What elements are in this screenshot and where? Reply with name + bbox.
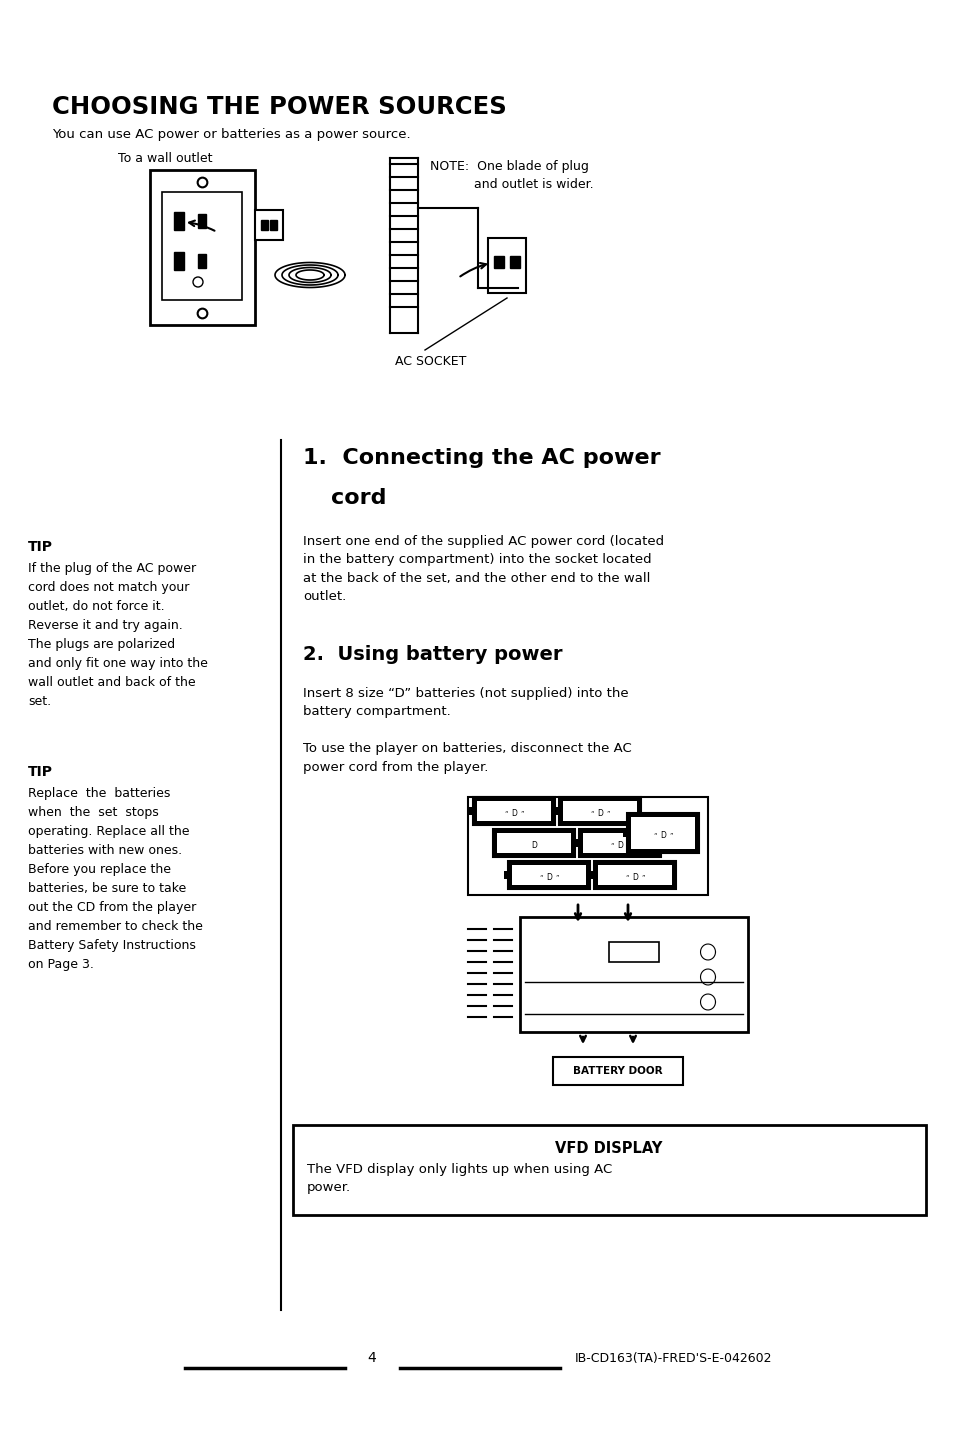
Bar	[519, 917, 747, 1032]
Bar	[507, 861, 589, 889]
Bar	[555, 807, 558, 815]
Text: 4: 4	[367, 1351, 376, 1366]
Bar	[575, 839, 578, 847]
Bar	[503, 871, 507, 879]
Bar	[173, 212, 184, 230]
Text: “: “	[610, 842, 613, 848]
Bar	[476, 801, 551, 821]
Bar	[497, 834, 571, 854]
Text: AC SOCKET: AC SOCKET	[395, 355, 466, 368]
Bar	[150, 170, 254, 325]
Bar	[608, 942, 659, 962]
Circle shape	[193, 277, 203, 287]
Text: “: “	[538, 874, 542, 879]
Text: and outlet is wider.: and outlet is wider.	[430, 177, 593, 192]
Bar	[578, 829, 660, 857]
Text: VFD DISPLAY: VFD DISPLAY	[555, 1141, 662, 1155]
Bar	[261, 220, 268, 230]
Text: “: “	[590, 809, 593, 817]
Text: If the plug of the AC power
cord does not match your
outlet, do not force it.
Re: If the plug of the AC power cord does no…	[28, 562, 208, 708]
Text: D: D	[597, 808, 602, 818]
Text: BATTERY DOOR: BATTERY DOOR	[573, 1065, 662, 1075]
Bar	[622, 829, 626, 837]
Bar	[558, 797, 640, 825]
Bar	[469, 807, 473, 815]
Text: You can use AC power or batteries as a power source.: You can use AC power or batteries as a p…	[52, 129, 410, 142]
Text: “: “	[624, 874, 628, 879]
Bar	[589, 871, 594, 879]
Bar	[494, 256, 503, 267]
Bar	[473, 797, 555, 825]
Text: 2.  Using battery power: 2. Using battery power	[303, 645, 562, 664]
Bar	[575, 839, 578, 847]
Bar	[173, 252, 184, 270]
Text: Replace  the  batteries
when  the  set  stops
operating. Replace all the
batteri: Replace the batteries when the set stops…	[28, 787, 203, 971]
Text: CHOOSING THE POWER SOURCES: CHOOSING THE POWER SOURCES	[52, 94, 506, 119]
Text: ”: ”	[519, 809, 523, 817]
Text: IB-CD163(TA)-FRED'S-E-042602: IB-CD163(TA)-FRED'S-E-042602	[575, 1351, 772, 1366]
Text: D: D	[511, 808, 517, 818]
Text: To a wall outlet: To a wall outlet	[118, 152, 213, 164]
Text: ”: ”	[640, 874, 644, 879]
Text: TIP: TIP	[28, 765, 53, 779]
Bar	[270, 220, 276, 230]
Text: D: D	[659, 831, 665, 839]
Bar	[468, 797, 707, 895]
Text: D: D	[531, 841, 537, 849]
Text: 1.  Connecting the AC power: 1. Connecting the AC power	[303, 448, 659, 468]
Text: ”: ”	[605, 809, 609, 817]
Text: “: “	[653, 832, 656, 838]
Bar	[254, 210, 283, 240]
Bar	[582, 834, 657, 854]
Bar	[162, 192, 242, 300]
Bar	[510, 256, 519, 267]
Text: To use the player on batteries, disconnect the AC
power cord from the player.: To use the player on batteries, disconne…	[303, 742, 631, 774]
Text: ”: ”	[668, 832, 672, 838]
Text: “: “	[503, 809, 507, 817]
Text: Insert one end of the supplied AC power cord (located
in the battery compartment: Insert one end of the supplied AC power …	[303, 535, 663, 603]
Text: cord: cord	[331, 488, 386, 508]
Bar	[488, 237, 525, 293]
Bar	[493, 829, 575, 857]
Bar	[594, 861, 676, 889]
Bar	[198, 255, 206, 267]
Bar	[626, 814, 699, 854]
Text: The VFD display only lights up when using AC
power.: The VFD display only lights up when usin…	[307, 1163, 612, 1194]
Text: ”: ”	[555, 874, 558, 879]
Text: D: D	[632, 872, 638, 881]
Bar	[293, 1125, 925, 1216]
Bar	[512, 865, 585, 885]
Text: TIP: TIP	[28, 541, 53, 553]
Bar	[198, 214, 206, 227]
Text: Insert 8 size “D” batteries (not supplied) into the
battery compartment.: Insert 8 size “D” batteries (not supplie…	[303, 686, 628, 718]
Bar	[630, 817, 695, 849]
Text: ”: ”	[625, 842, 629, 848]
Text: D: D	[545, 872, 552, 881]
Text: NOTE:  One blade of plug: NOTE: One blade of plug	[430, 160, 588, 173]
Bar	[598, 865, 671, 885]
Text: D: D	[617, 841, 622, 849]
Bar	[553, 1057, 682, 1085]
Bar	[562, 801, 637, 821]
